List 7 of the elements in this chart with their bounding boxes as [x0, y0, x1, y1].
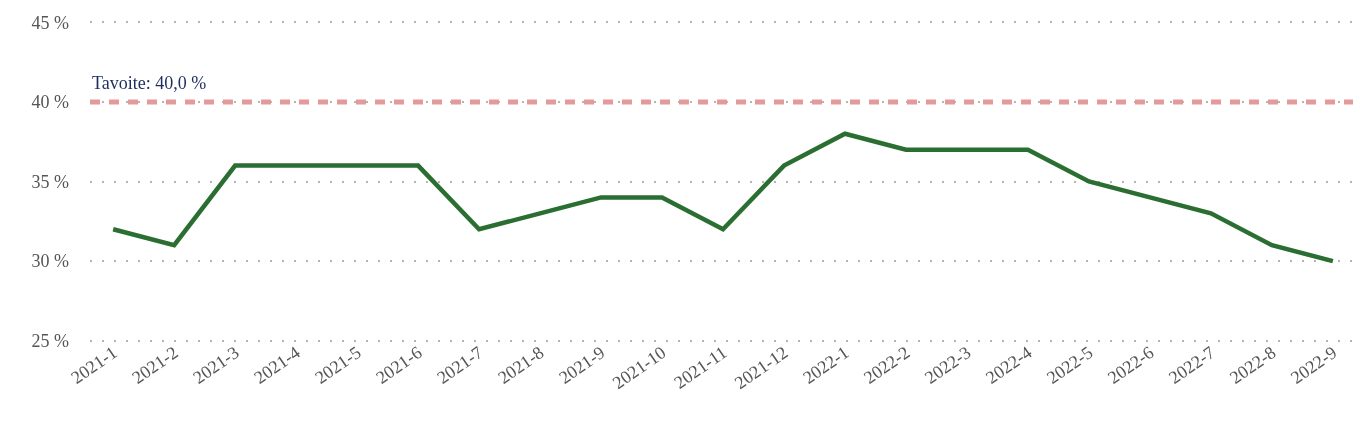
ref-line-label: Tavoite: 40,0 % [92, 73, 207, 93]
y-tick-label: 35 % [31, 171, 69, 192]
y-tick-label: 30 % [31, 251, 69, 272]
line-series [110, 131, 1336, 264]
y-tick-label: 25 % [31, 331, 69, 352]
y-tick-label: 45 % [31, 12, 69, 33]
y-tick-label: 40 % [31, 92, 69, 113]
